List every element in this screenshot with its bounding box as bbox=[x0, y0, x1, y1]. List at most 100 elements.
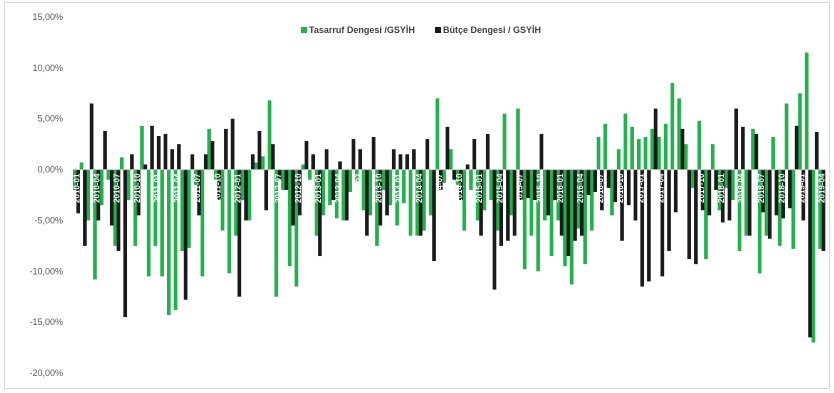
butce-bar bbox=[801, 169, 806, 221]
butce-bar bbox=[519, 169, 524, 201]
tasarruf-bar bbox=[254, 162, 258, 170]
butce-bar bbox=[734, 108, 739, 170]
butce-bar bbox=[720, 169, 725, 223]
tasarruf-bar bbox=[804, 52, 809, 170]
butce-bar bbox=[257, 130, 262, 170]
tasarruf-bar bbox=[603, 123, 608, 170]
butce-bar bbox=[506, 169, 510, 241]
y-tick-label: -15,00% bbox=[29, 317, 63, 327]
x-tick-label: 2014-10 bbox=[455, 173, 464, 203]
butce-bar bbox=[358, 149, 363, 170]
tasarruf-bar bbox=[86, 169, 91, 221]
tasarruf-bar bbox=[502, 113, 507, 170]
tasarruf-bar bbox=[731, 169, 735, 201]
butce-bar bbox=[365, 169, 369, 236]
x-tick-label: 2016-07 bbox=[596, 173, 605, 203]
tasarruf-bar bbox=[180, 169, 185, 251]
tasarruf-bar bbox=[428, 169, 433, 216]
butce-bar bbox=[438, 169, 443, 190]
butce-bar bbox=[277, 169, 282, 180]
butce-bar bbox=[526, 169, 530, 199]
tasarruf-bar bbox=[784, 103, 789, 170]
butce-bar bbox=[183, 169, 188, 300]
legend-swatch-tasarruf bbox=[301, 27, 307, 33]
x-tick-label: 2014-01 bbox=[395, 173, 404, 203]
butce-bar bbox=[391, 149, 396, 170]
y-tick-label: 0,00% bbox=[37, 165, 63, 175]
butce-bar bbox=[774, 169, 779, 216]
tasarruf-bar bbox=[596, 137, 601, 170]
tasarruf-bar bbox=[287, 169, 292, 267]
x-tick-label: 2012-01 bbox=[234, 173, 243, 203]
butce-bar bbox=[398, 154, 403, 170]
tasarruf-bar bbox=[214, 169, 218, 180]
butce-bar bbox=[694, 169, 698, 265]
x-tick-label: 2015-04 bbox=[495, 173, 504, 203]
butce-bar bbox=[647, 169, 651, 282]
tasarruf-bar bbox=[355, 169, 359, 182]
x-tick-label: 2015-07 bbox=[516, 173, 525, 203]
y-tick-label: 10,00% bbox=[32, 63, 63, 73]
tasarruf-bar bbox=[301, 164, 305, 170]
butce-bar bbox=[244, 169, 248, 221]
x-tick-label: 2016-01 bbox=[556, 173, 565, 203]
tasarruf-bar bbox=[153, 169, 158, 246]
tasarruf-bar bbox=[408, 169, 413, 236]
butce-bar bbox=[123, 169, 128, 318]
butce-bar bbox=[559, 169, 564, 236]
butce-bar bbox=[539, 133, 544, 170]
tasarruf-bar bbox=[818, 169, 822, 249]
x-tick-label: 2018-04 bbox=[737, 173, 746, 203]
butce-bar bbox=[237, 169, 242, 297]
tasarruf-bar bbox=[610, 169, 614, 216]
x-tick-label: 2017-10 bbox=[697, 173, 706, 203]
tasarruf-bar bbox=[563, 169, 567, 267]
x-tick-label: 2010-04 bbox=[93, 173, 102, 203]
tasarruf-bar bbox=[99, 169, 104, 206]
tasarruf-bar bbox=[308, 169, 312, 180]
tasarruf-bar bbox=[489, 169, 493, 201]
x-tick-label: 2017-04 bbox=[657, 173, 666, 203]
butce-bar bbox=[465, 164, 470, 170]
butce-bar bbox=[378, 169, 383, 226]
butce-bar bbox=[566, 169, 571, 257]
tasarruf-bar bbox=[207, 128, 211, 170]
tasarruf-bar bbox=[616, 149, 621, 170]
tasarruf-bar bbox=[549, 169, 554, 257]
tasarruf-bar bbox=[126, 169, 131, 201]
butce-bar bbox=[754, 133, 759, 170]
tasarruf-bar bbox=[321, 169, 326, 216]
tasarruf-bar bbox=[442, 169, 446, 183]
butce-bar bbox=[673, 169, 678, 213]
tasarruf-bar bbox=[724, 169, 728, 188]
butce-bar bbox=[680, 128, 685, 170]
tasarruf-bar bbox=[160, 169, 164, 277]
tasarruf-bar bbox=[341, 169, 346, 221]
x-tick-label: 2015-10 bbox=[536, 173, 545, 203]
butce-bar bbox=[459, 169, 463, 201]
butce-bar bbox=[318, 169, 322, 257]
x-axis: 2010-01 2010-04 2010-07 2010-10 2011-01 2011-… bbox=[72, 173, 826, 203]
butce-bar bbox=[767, 169, 772, 239]
tasarruf-bar bbox=[106, 169, 111, 180]
tasarruf-bar bbox=[670, 83, 675, 170]
x-tick-label: 2019-01 bbox=[798, 173, 807, 203]
butce-bar bbox=[445, 126, 450, 170]
tasarruf-bar bbox=[697, 120, 702, 170]
butce-bar bbox=[553, 169, 557, 201]
butce-bar bbox=[324, 149, 329, 170]
tasarruf-bar bbox=[348, 169, 352, 192]
tasarruf-bar bbox=[79, 162, 84, 170]
tasarruf-bar bbox=[395, 169, 399, 226]
tasarruf-bar bbox=[274, 169, 279, 297]
butce-bar bbox=[197, 169, 201, 216]
butce-bar bbox=[640, 169, 645, 287]
butce-bar bbox=[808, 169, 812, 338]
butce-bar bbox=[593, 169, 598, 192]
tasarruf-bar bbox=[482, 169, 487, 211]
tasarruf-bar bbox=[657, 137, 661, 170]
tasarruf-bar bbox=[650, 128, 655, 170]
y-tick-label: -20,00% bbox=[29, 368, 63, 378]
butce-bar bbox=[217, 169, 222, 201]
butce-bar bbox=[156, 136, 161, 170]
